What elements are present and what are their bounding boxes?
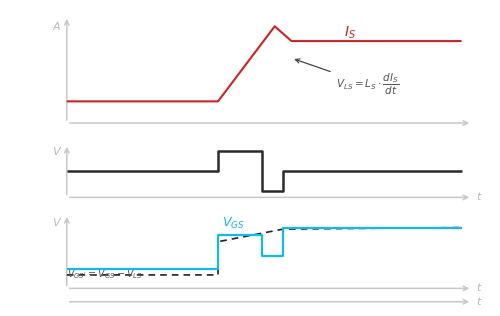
Text: $I_S$: $I_S$: [344, 25, 356, 41]
Text: t: t: [476, 192, 480, 202]
Text: t: t: [476, 283, 480, 293]
Text: A: A: [52, 22, 60, 32]
Text: $V_{LS} = L_S \cdot \dfrac{dI_S}{dt}$: $V_{LS} = L_S \cdot \dfrac{dI_S}{dt}$: [296, 59, 399, 97]
Text: V: V: [52, 147, 60, 157]
Text: $V_{GS}$: $V_{GS}$: [222, 216, 245, 231]
Text: V: V: [52, 218, 60, 228]
Text: t: t: [476, 297, 480, 307]
Text: $V_{GS'} = V_{GS} - V_{LS}$: $V_{GS'} = V_{GS} - V_{LS}$: [67, 267, 142, 281]
